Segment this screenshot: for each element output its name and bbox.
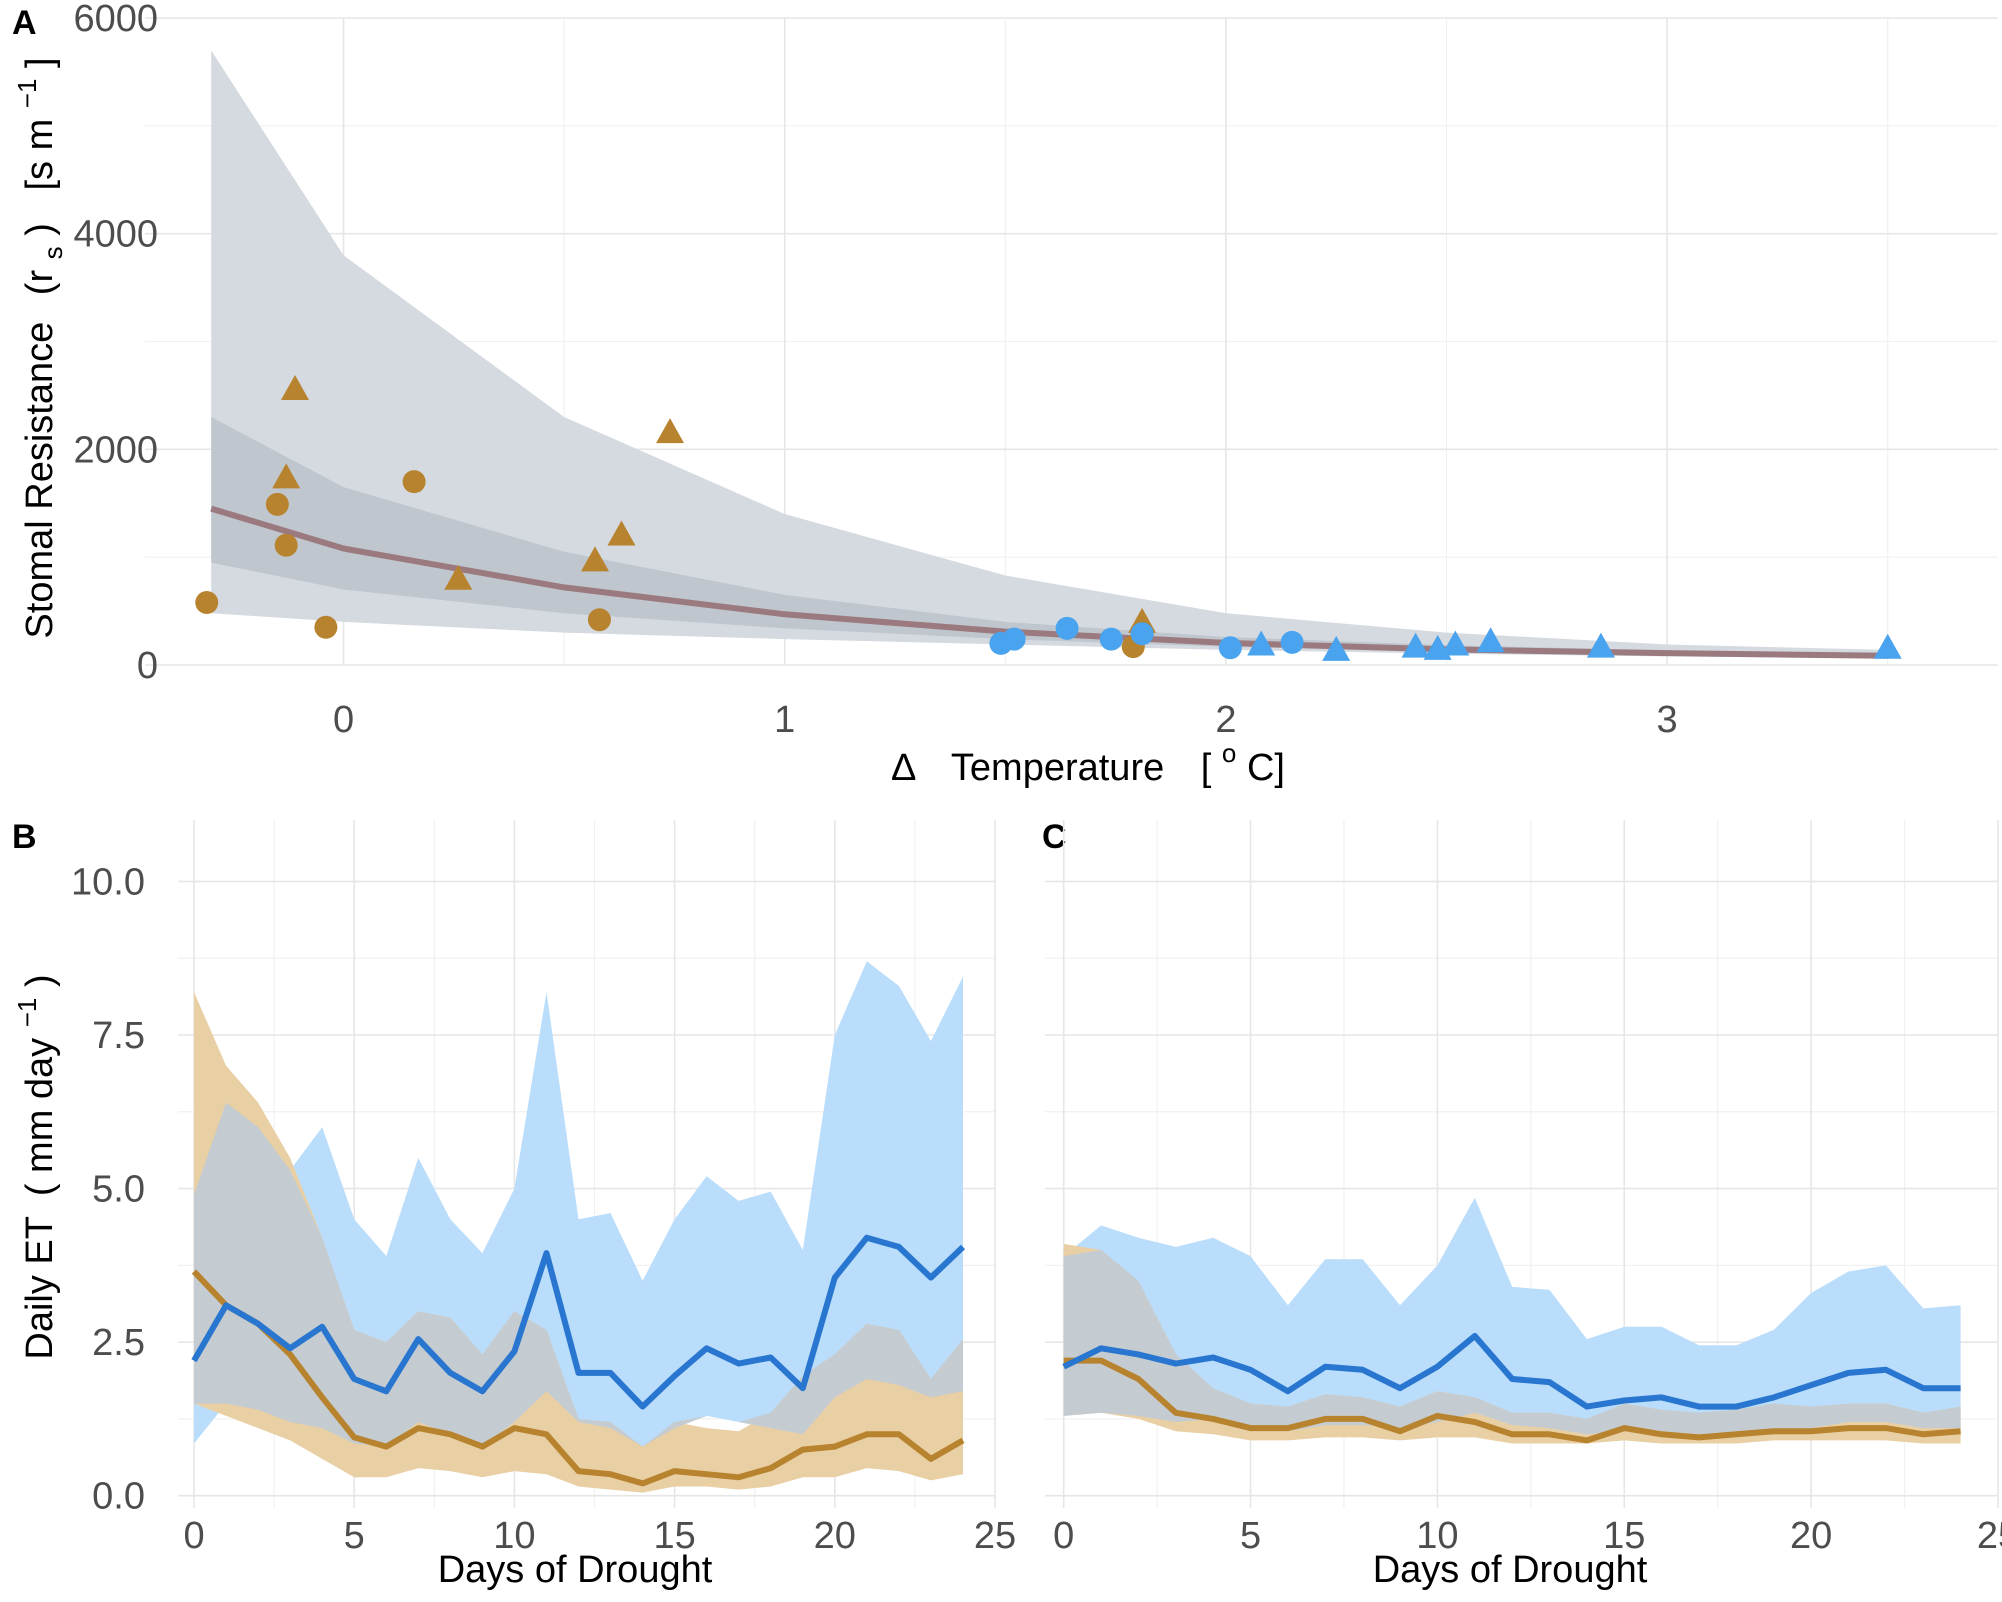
brown-circle-point bbox=[402, 470, 426, 494]
b-y-title-main: Daily ET bbox=[19, 1216, 61, 1359]
panel-c-label: C bbox=[1042, 818, 1067, 856]
y-tick-label: 0.0 bbox=[92, 1476, 145, 1518]
outer-confidence-band bbox=[211, 50, 1888, 659]
brown-ribbon bbox=[1063, 1243, 1961, 1444]
overlap-ribbon bbox=[194, 1102, 963, 1447]
blue-circle-point bbox=[1280, 630, 1304, 654]
blue-triangle-point bbox=[1586, 632, 1615, 658]
panel-a-x-axis-title: Δ Temperature [ o C] bbox=[891, 729, 1285, 789]
x-tick-label: 0 bbox=[1053, 1515, 1074, 1557]
panel-b-y-ticks: 0.0 2.5 5.0 7.5 10.0 bbox=[71, 861, 145, 1517]
blue-circle-point bbox=[1099, 627, 1123, 651]
blue-mean-line bbox=[1062, 1333, 1961, 1410]
panel-b-x-ticks: 0 5 10 15 20 25 bbox=[183, 1515, 1016, 1557]
b-y-title-unit-open: ( mm day bbox=[19, 1038, 61, 1196]
b-y-title-unit-sup: −1 bbox=[12, 998, 42, 1028]
brown-triangle-point bbox=[444, 564, 473, 590]
brown-triangle-point bbox=[656, 418, 685, 444]
panel-c-lines bbox=[1062, 1333, 1961, 1444]
y-title-symbol-sub: s bbox=[38, 246, 68, 259]
panel-a-x-ticks: 0 1 2 3 bbox=[333, 699, 1678, 741]
x-tick-label: 1 bbox=[774, 699, 795, 741]
y-tick-label: 4000 bbox=[73, 214, 158, 256]
y-tick-label: 2.5 bbox=[92, 1322, 145, 1364]
blue-circle-point bbox=[1218, 636, 1242, 660]
panel-a-y-axis-title: Stomal Resistance (r s ) [s m −1 ] bbox=[3, 57, 71, 638]
blue-mean-line bbox=[191, 1234, 966, 1410]
blue-triangle-point bbox=[1247, 630, 1276, 656]
x-tick-label: 10 bbox=[1416, 1515, 1458, 1557]
blue-ribbon bbox=[194, 961, 963, 1447]
blue-circle-point bbox=[1055, 616, 1079, 640]
y-tick-label: 2000 bbox=[73, 429, 158, 471]
x-tick-label: 5 bbox=[1240, 1515, 1261, 1557]
brown-circle-point bbox=[587, 608, 611, 632]
panel-b-x-axis-title: Days of Drought bbox=[438, 1549, 713, 1591]
brown-triangle-point bbox=[272, 463, 301, 489]
x-tick-label: 25 bbox=[1977, 1515, 2002, 1557]
panel-b: B 0 5 10 15 20 25 0.0 2.5 5.0 7.5 10.0 Days of Dr… bbox=[3, 818, 1016, 1591]
blue-triangle-point bbox=[1401, 632, 1430, 658]
y-title-unit-open: [s m bbox=[19, 119, 61, 191]
x-tick-label: 2 bbox=[1215, 699, 1236, 741]
x-tick-label: 20 bbox=[814, 1515, 856, 1557]
x-tick-label: 0 bbox=[183, 1515, 204, 1557]
b-y-title-unit-close: ) bbox=[19, 974, 61, 987]
y-tick-label: 6000 bbox=[73, 0, 158, 40]
panel-c-ribbons bbox=[1063, 1197, 1961, 1444]
x-tick-label: 10 bbox=[493, 1515, 535, 1557]
y-tick-label: 5.0 bbox=[92, 1169, 145, 1211]
x-tick-label: 5 bbox=[344, 1515, 365, 1557]
x-tick-label: 20 bbox=[1790, 1515, 1832, 1557]
panel-b-label: B bbox=[12, 818, 37, 856]
x-tick-label: 3 bbox=[1657, 699, 1678, 741]
x-tick-label: 0 bbox=[333, 699, 354, 741]
y-title-symbol-open: (r bbox=[19, 270, 61, 296]
y-tick-label: 7.5 bbox=[92, 1015, 145, 1057]
brown-circle-point bbox=[195, 590, 219, 614]
blue-triangle-point bbox=[1476, 627, 1505, 653]
panel-b-y-axis-title: Daily ET ( mm day −1 ) bbox=[3, 974, 61, 1359]
brown-mean-line bbox=[1063, 1357, 1961, 1444]
panel-a-y-ticks: 0 2000 4000 6000 bbox=[73, 0, 158, 687]
panel-c: C 0 5 10 15 20 25 Days of Drought bbox=[1042, 818, 2002, 1591]
y-title-symbol-close: ) bbox=[19, 223, 61, 236]
delta-symbol: Δ bbox=[891, 747, 916, 789]
blue-ribbon bbox=[1063, 1197, 1961, 1435]
x-title-unit-close: C] bbox=[1247, 747, 1285, 789]
panel-b-ribbons bbox=[194, 961, 963, 1493]
panel-c-x-ticks: 0 5 10 15 20 25 bbox=[1053, 1515, 2002, 1557]
panel-a-points bbox=[195, 374, 1902, 661]
brown-triangle-point bbox=[581, 546, 610, 572]
y-title-unit-close: ] bbox=[19, 57, 61, 68]
y-tick-label: 10.0 bbox=[71, 861, 145, 903]
blue-triangle-point bbox=[1441, 630, 1470, 656]
blue-triangle-point bbox=[1873, 633, 1902, 659]
brown-triangle-point bbox=[607, 520, 636, 546]
y-title-unit-sup: −1 bbox=[12, 79, 42, 109]
x-title-unit-open: [ bbox=[1201, 747, 1212, 789]
brown-circle-point bbox=[274, 533, 298, 557]
brown-circle-point bbox=[314, 615, 338, 639]
y-title-main: Stomal Resistance bbox=[19, 322, 61, 639]
panel-b-lines bbox=[191, 1234, 966, 1487]
x-tick-label: 25 bbox=[974, 1515, 1016, 1557]
blue-circle-point bbox=[1002, 627, 1026, 651]
x-tick-label: 15 bbox=[653, 1515, 695, 1557]
overlap-ribbon bbox=[1063, 1250, 1961, 1435]
panel-a: A 0 1 2 3 0 2000 4000 6000 Δ Temperature [ o C… bbox=[3, 0, 1998, 789]
panel-c-x-axis-title: Days of Drought bbox=[1373, 1549, 1648, 1591]
y-tick-label: 0 bbox=[137, 645, 158, 687]
brown-circle-point bbox=[265, 492, 289, 516]
brown-triangle-point bbox=[281, 374, 310, 400]
blue-circle-point bbox=[1130, 622, 1154, 646]
x-title-main: Temperature bbox=[951, 747, 1164, 789]
x-title-unit-sup: o bbox=[1222, 738, 1236, 768]
blue-triangle-point bbox=[1322, 635, 1351, 661]
panel-a-label: A bbox=[12, 4, 37, 42]
brown-mean-line bbox=[191, 1269, 965, 1487]
x-tick-label: 15 bbox=[1603, 1515, 1645, 1557]
